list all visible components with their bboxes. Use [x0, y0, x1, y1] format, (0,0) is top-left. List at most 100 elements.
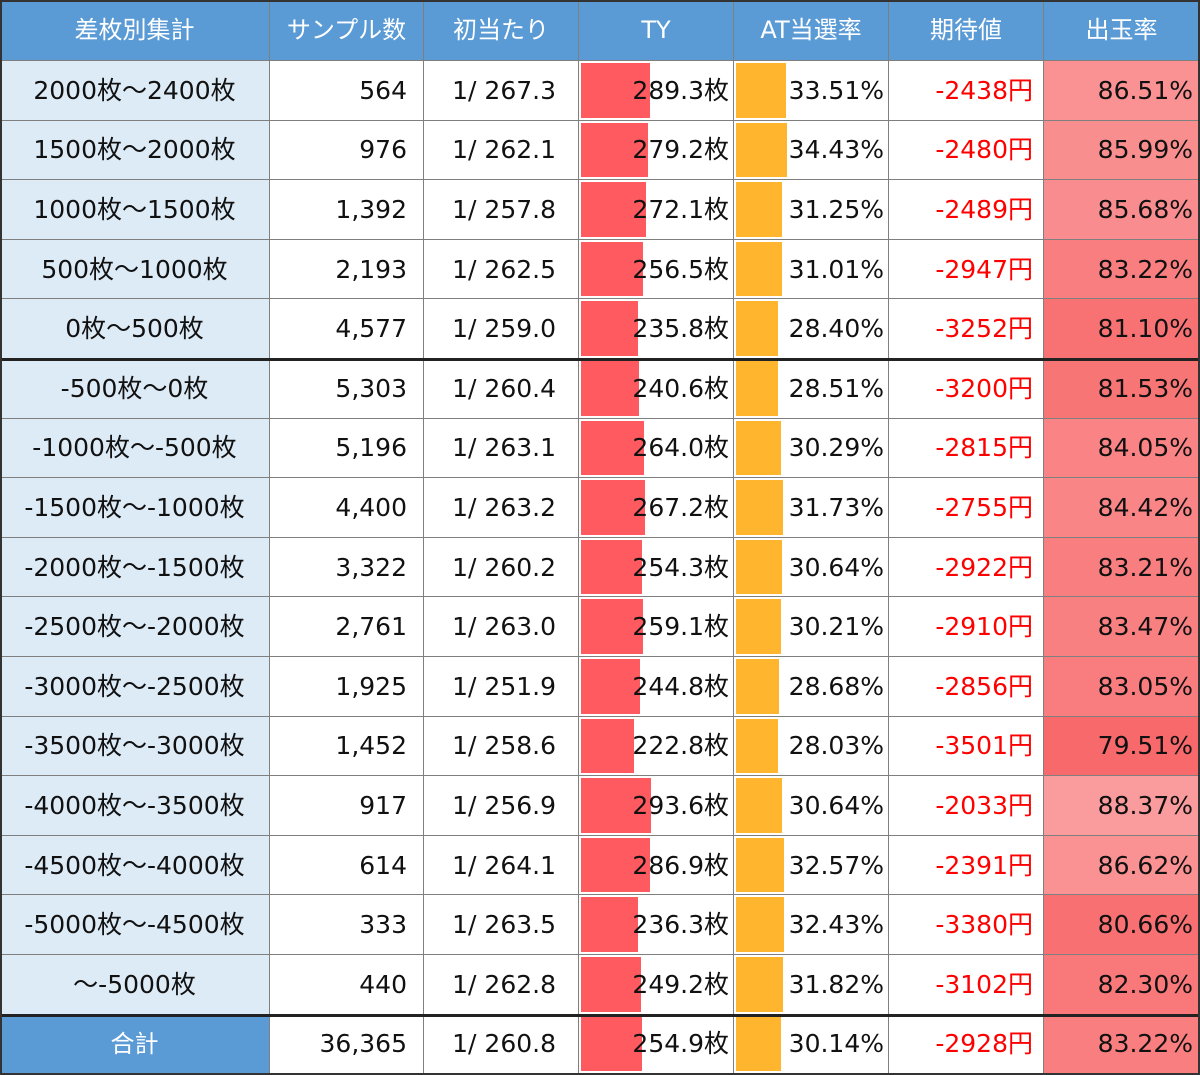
- row-first-hit: 1/ 259.0: [424, 299, 579, 359]
- header-payout: 出玉率: [1044, 0, 1200, 61]
- at-rate-data-bar: [736, 122, 788, 178]
- row-category-label: -500枚～0枚: [0, 359, 270, 419]
- row-first-hit: 1/ 263.5: [424, 895, 579, 955]
- row-at-rate-cell: 30.64%: [734, 537, 889, 598]
- header-at-rate: AT当選率: [734, 0, 889, 61]
- ty-value: 272.1枚: [632, 194, 729, 224]
- row-first-hit: 1/ 251.9: [424, 657, 579, 717]
- ty-data-bar: [581, 182, 647, 237]
- ty-value: 267.2枚: [632, 492, 729, 522]
- row-first-hit: 1/ 258.6: [424, 716, 579, 777]
- row-sample-count: 917: [270, 776, 424, 836]
- row-first-hit: 1/ 257.8: [424, 180, 579, 240]
- row-payout-rate: 86.62%: [1044, 835, 1200, 896]
- row-payout-rate: 85.68%: [1044, 180, 1200, 240]
- row-expected-value: -2815円: [889, 418, 1044, 479]
- at-rate-value: 31.25%: [788, 194, 884, 224]
- ty-data-bar: [581, 241, 643, 297]
- row-at-rate-cell: 30.29%: [734, 418, 889, 479]
- ty-value: 236.3枚: [632, 910, 729, 940]
- ty-data-bar: [581, 659, 640, 714]
- row-expected-value: -2489円: [889, 180, 1044, 240]
- total-category-label: 合計: [0, 1014, 270, 1075]
- row-expected-value: -3380円: [889, 895, 1044, 955]
- at-rate-value: 34.43%: [788, 135, 884, 165]
- row-category-label: 500枚～1000枚: [0, 239, 270, 300]
- ty-value: 289.3枚: [632, 75, 729, 105]
- row-first-hit: 1/ 263.2: [424, 478, 579, 538]
- row-sample-count: 2,761: [270, 597, 424, 657]
- ty-value: 264.0枚: [632, 433, 729, 463]
- row-ty-cell: 267.2枚: [579, 478, 734, 538]
- ty-value: 256.5枚: [632, 254, 729, 284]
- ty-data-bar: [581, 957, 641, 1012]
- at-rate-value: 30.21%: [788, 612, 884, 642]
- at-rate-data-bar: [736, 957, 784, 1012]
- row-payout-rate: 84.05%: [1044, 418, 1200, 479]
- row-at-rate-cell: 28.51%: [734, 359, 889, 419]
- at-rate-data-bar: [736, 301, 779, 356]
- at-rate-value: 28.51%: [788, 373, 884, 403]
- row-category-label: -5000枚～-4500枚: [0, 895, 270, 955]
- header-samples: サンプル数: [270, 0, 424, 61]
- row-sample-count: 4,400: [270, 478, 424, 538]
- row-category-label: -2000枚～-1500枚: [0, 537, 270, 598]
- positive-negative-separator: [0, 358, 1200, 361]
- ty-data-bar: [581, 420, 645, 476]
- ty-value: 279.2枚: [632, 135, 729, 165]
- total-first-hit: 1/ 260.8: [424, 1014, 579, 1075]
- at-rate-data-bar: [736, 599, 781, 654]
- at-rate-data-bar: [736, 897, 785, 952]
- row-expected-value: -3501円: [889, 716, 1044, 777]
- row-payout-rate: 79.51%: [1044, 716, 1200, 777]
- row-expected-value: -2480円: [889, 120, 1044, 181]
- ty-data-bar: [581, 1016, 643, 1072]
- row-ty-cell: 293.6枚: [579, 776, 734, 836]
- at-rate-data-bar: [736, 659, 779, 714]
- row-sample-count: 3,322: [270, 537, 424, 598]
- total-separator: [0, 1013, 1200, 1017]
- row-at-rate-cell: 31.01%: [734, 239, 889, 300]
- at-rate-data-bar: [736, 718, 778, 774]
- row-sample-count: 1,925: [270, 657, 424, 717]
- row-payout-rate: 83.05%: [1044, 657, 1200, 717]
- row-first-hit: 1/ 256.9: [424, 776, 579, 836]
- row-sample-count: 1,452: [270, 716, 424, 777]
- row-category-label: 1500枚～2000枚: [0, 120, 270, 181]
- row-expected-value: -2755円: [889, 478, 1044, 538]
- row-category-label: 1000枚～1500枚: [0, 180, 270, 240]
- at-rate-value: 30.29%: [788, 433, 884, 463]
- row-category-label: -3000枚～-2500枚: [0, 657, 270, 717]
- row-at-rate-cell: 28.68%: [734, 657, 889, 717]
- row-ty-cell: 236.3枚: [579, 895, 734, 955]
- ty-value: 286.9枚: [632, 850, 729, 880]
- row-payout-rate: 80.66%: [1044, 895, 1200, 955]
- ty-data-bar: [581, 718, 635, 774]
- at-rate-value: 30.64%: [788, 552, 884, 582]
- at-rate-value: 30.64%: [788, 790, 884, 820]
- row-sample-count: 614: [270, 835, 424, 896]
- row-sample-count: 564: [270, 61, 424, 121]
- row-sample-count: 5,303: [270, 359, 424, 419]
- at-rate-value: 33.51%: [788, 75, 884, 105]
- row-sample-count: 2,193: [270, 239, 424, 300]
- at-rate-data-bar: [736, 1016, 781, 1072]
- row-category-label: -2500枚～-2000枚: [0, 597, 270, 657]
- row-expected-value: -2910円: [889, 597, 1044, 657]
- row-payout-rate: 81.10%: [1044, 299, 1200, 359]
- row-category-label: -1000枚～-500枚: [0, 418, 270, 479]
- at-rate-value: 28.40%: [788, 314, 884, 344]
- row-expected-value: -3252円: [889, 299, 1044, 359]
- at-rate-data-bar: [736, 361, 779, 416]
- row-at-rate-cell: 28.03%: [734, 716, 889, 777]
- row-expected-value: -2922円: [889, 537, 1044, 598]
- ty-value: 244.8枚: [632, 671, 729, 701]
- at-rate-value: 31.73%: [788, 492, 884, 522]
- row-expected-value: -3200円: [889, 359, 1044, 419]
- at-rate-data-bar: [736, 420, 781, 476]
- ty-value: 249.2枚: [632, 969, 729, 999]
- row-at-rate-cell: 28.40%: [734, 299, 889, 359]
- row-category-label: -4500枚～-4000枚: [0, 835, 270, 896]
- row-expected-value: -2947円: [889, 239, 1044, 300]
